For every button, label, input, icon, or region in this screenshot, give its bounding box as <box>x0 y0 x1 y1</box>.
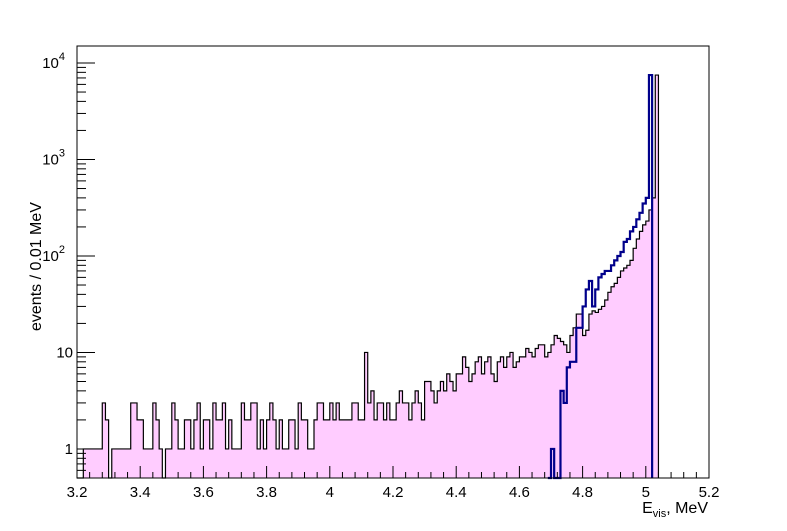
signal-histogram-outline <box>547 73 654 480</box>
y-tick-label: 10 <box>56 344 73 361</box>
x-tick-label: 5.2 <box>699 484 720 501</box>
x-tick-label: 3.4 <box>130 484 151 501</box>
x-tick-label: 4.4 <box>446 484 467 501</box>
y-tick-label: 102 <box>42 244 65 265</box>
histogram-fill <box>77 75 659 479</box>
x-tick-label: 4.2 <box>383 484 404 501</box>
y-tick-label: 103 <box>42 147 65 168</box>
histogram-outline <box>77 74 660 479</box>
plot-area <box>77 73 660 480</box>
x-tick-label: 4.6 <box>509 484 530 501</box>
x-tick-label: 4.8 <box>572 484 593 501</box>
x-tick-label: 3.6 <box>193 484 214 501</box>
y-tick-label: 104 <box>42 51 65 72</box>
x-axis: 3.2 3.4 3.6 3.8 4 4.2 4.4 4.6 4.8 5 5.2 <box>67 466 720 501</box>
x-tick-label: 3.2 <box>67 484 88 501</box>
y-axis-title: events / 0.01 MeV <box>28 202 45 331</box>
y-tick-label: 1 <box>65 441 73 458</box>
x-axis-title: Evis, MeV <box>642 500 708 520</box>
x-tick-label: 3.8 <box>256 484 277 501</box>
y-axis: 1 10 102 103 104 <box>42 51 95 479</box>
x-tick-label: 4 <box>326 484 334 501</box>
x-tick-label: 5 <box>642 484 650 501</box>
